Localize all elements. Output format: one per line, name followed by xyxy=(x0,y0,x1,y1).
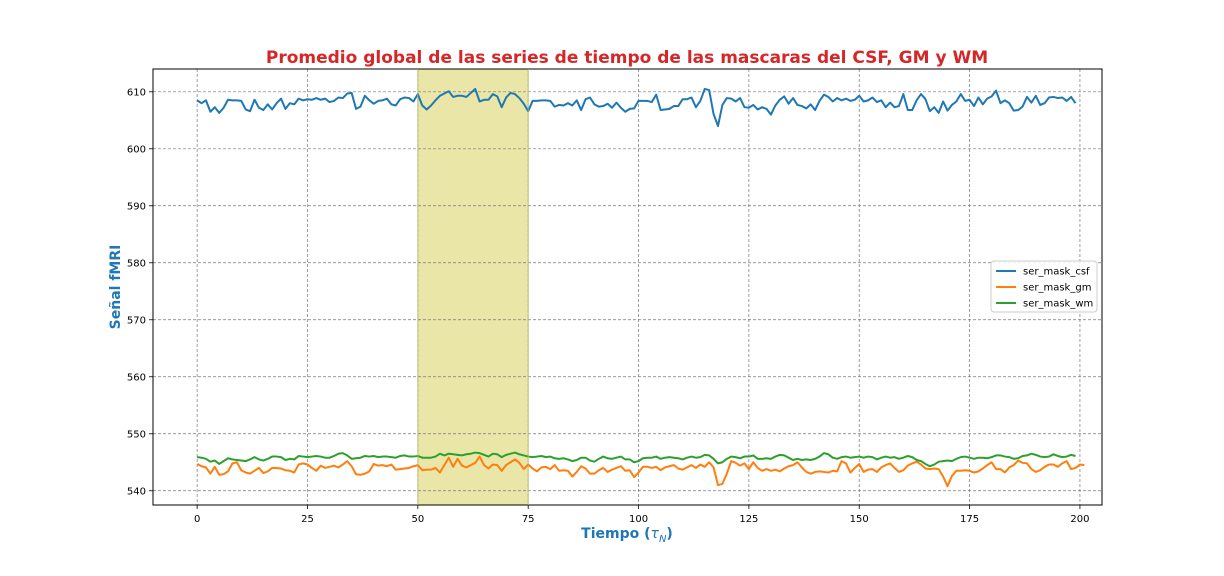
x-tick-label: 150 xyxy=(850,514,869,525)
y-tick-label: 590 xyxy=(127,201,146,212)
y-tick-label: 610 xyxy=(127,87,146,98)
y-tick-label: 540 xyxy=(127,486,146,497)
legend-box xyxy=(990,260,1098,313)
x-axis-label-symbol: τ xyxy=(651,526,660,542)
plot-frame xyxy=(152,68,1103,506)
grid xyxy=(153,69,1102,505)
y-tick-label: 600 xyxy=(127,144,146,155)
series-line-ser_mask_wm xyxy=(197,451,1076,468)
legend-label-ser_mask_gm: ser_mask_gm xyxy=(1023,283,1091,294)
legend-label-ser_mask_wm: ser_mask_wm xyxy=(1023,299,1093,310)
series-lines xyxy=(196,87,1085,488)
y-axis-ticks: 540 550 560 570 580 590 600 610 xyxy=(127,87,153,497)
y-tick-label: 570 xyxy=(127,315,146,326)
x-axis-label-main: Tiempo ( xyxy=(581,526,650,542)
highlight-span xyxy=(417,69,529,505)
legend: ser_mask_csf ser_mask_gm ser_mask_wm xyxy=(990,260,1098,313)
x-tick-label: 0 xyxy=(194,514,200,525)
y-tick-label: 560 xyxy=(127,372,146,383)
series-line-ser_mask_csf xyxy=(196,87,1077,127)
plot-area xyxy=(152,68,1103,506)
y-axis-label: Señal fMRI xyxy=(108,245,124,330)
x-tick-label: 200 xyxy=(1070,514,1089,525)
y-tick-label: 580 xyxy=(127,258,146,269)
x-tick-label: 175 xyxy=(960,514,979,525)
x-tick-label: 75 xyxy=(522,514,535,525)
legend-label-ser_mask_csf: ser_mask_csf xyxy=(1023,267,1090,278)
x-axis-label-subscript: N xyxy=(659,534,667,545)
x-axis-label-close: ) xyxy=(666,526,672,542)
y-tick-label: 550 xyxy=(127,429,146,440)
x-axis-ticks: 0 25 50 75 100 125 150 175 200 xyxy=(194,505,1089,525)
series-line-ser_mask_gm xyxy=(196,455,1085,488)
x-tick-label: 100 xyxy=(629,514,648,525)
x-tick-label: 25 xyxy=(301,514,314,525)
x-tick-label: 50 xyxy=(411,514,424,525)
x-tick-label: 125 xyxy=(739,514,758,525)
chart-title: Promedio global de las series de tiempo … xyxy=(266,48,988,68)
x-axis-label: Tiempo (τN) xyxy=(581,526,673,545)
